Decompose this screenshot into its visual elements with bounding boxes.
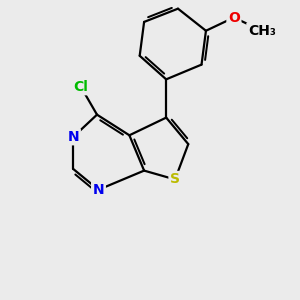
Text: O: O [228,11,240,25]
Text: S: S [170,172,180,186]
Text: Cl: Cl [74,80,88,94]
Text: CH₃: CH₃ [248,24,276,38]
Text: N: N [93,183,104,197]
Text: N: N [68,130,79,144]
